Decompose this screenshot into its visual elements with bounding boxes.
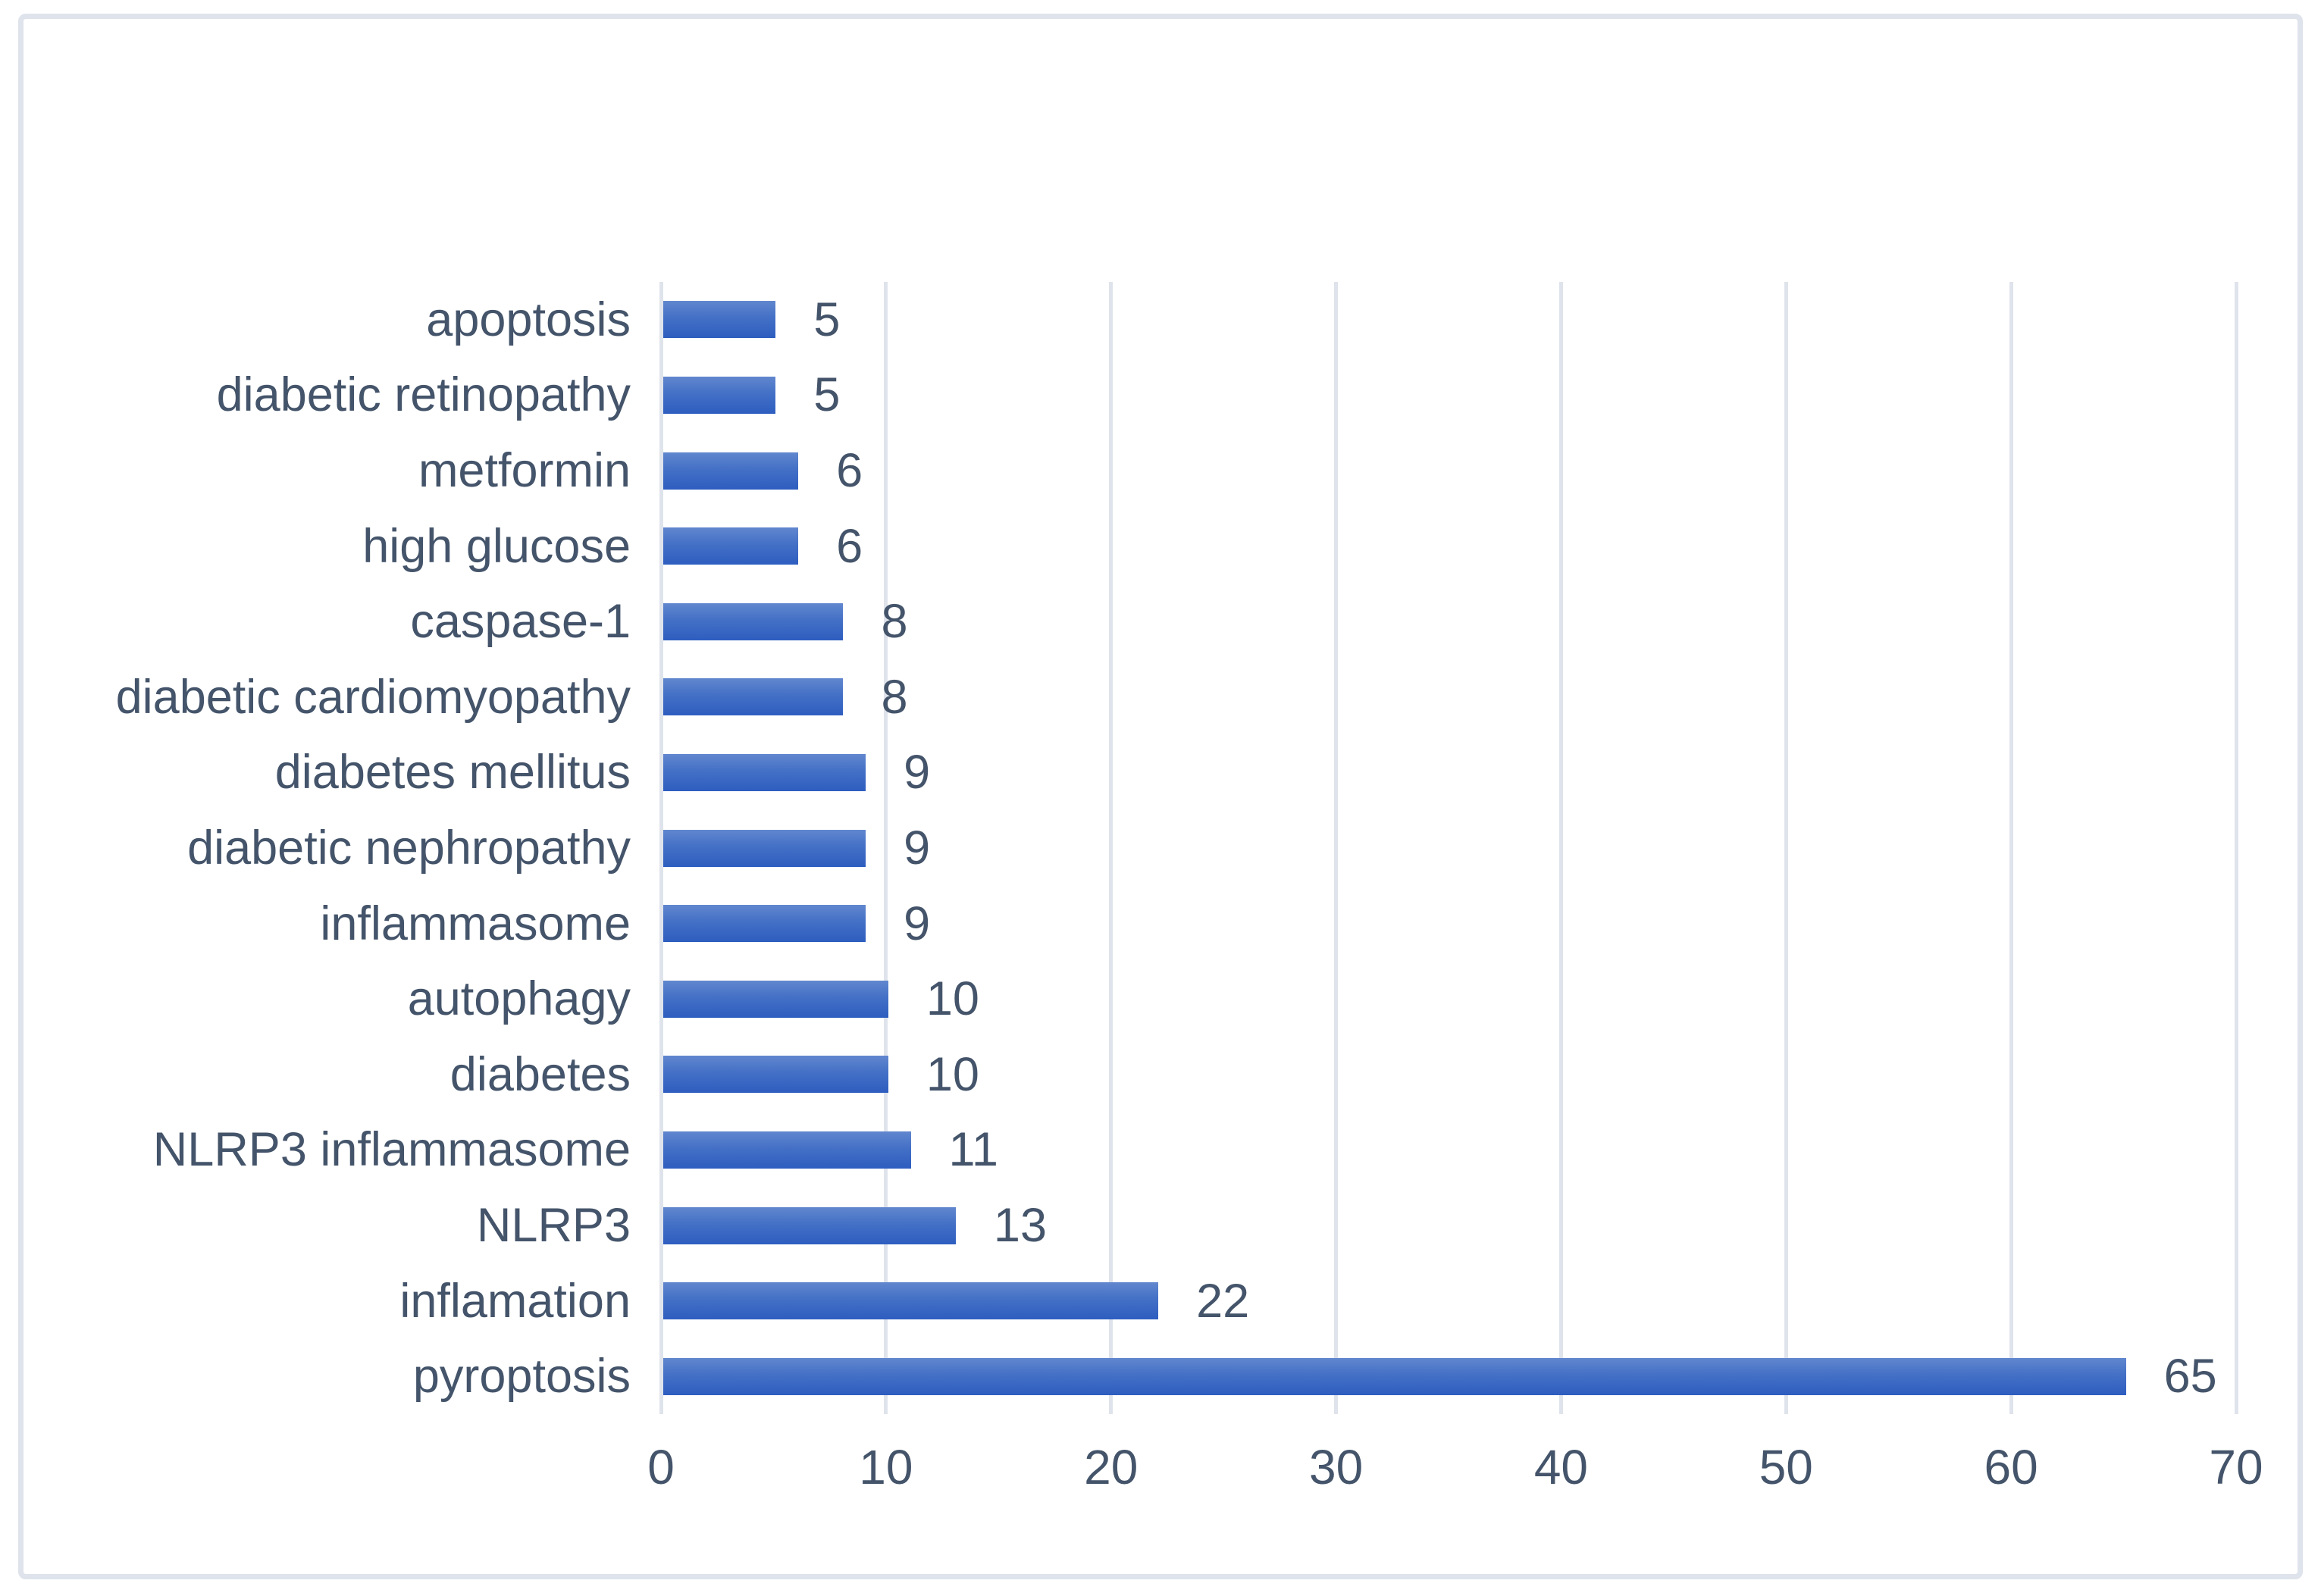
x-axis-tick-label: 50 xyxy=(1759,1440,1813,1494)
bar xyxy=(663,376,776,414)
gridline xyxy=(1334,282,1339,1414)
bar xyxy=(663,1357,2126,1395)
category-label: inflammasome xyxy=(320,897,631,950)
category-label: apoptosis xyxy=(426,293,631,346)
value-label: 13 xyxy=(993,1199,1047,1252)
bar xyxy=(663,678,844,716)
category-label: diabetic cardiomyopathy xyxy=(115,670,631,724)
value-label: 9 xyxy=(904,897,931,950)
category-label: autophagy xyxy=(407,972,631,1026)
category-label: NLRP3 xyxy=(476,1199,631,1252)
bar xyxy=(663,905,866,943)
value-label: 10 xyxy=(926,972,979,1026)
category-label: pyroptosis xyxy=(412,1350,631,1404)
bar xyxy=(663,1131,911,1169)
category-label: NLRP3 inflammasome xyxy=(152,1123,631,1177)
chart-frame xyxy=(18,14,2303,1579)
x-axis-tick-label: 40 xyxy=(1533,1440,1589,1494)
value-label: 9 xyxy=(904,746,931,800)
category-label: metformin xyxy=(418,444,631,497)
x-axis-tick-label: 0 xyxy=(647,1440,675,1494)
value-label: 22 xyxy=(1196,1274,1250,1328)
value-label: 11 xyxy=(948,1123,998,1177)
gridline xyxy=(659,282,663,1414)
value-label: 8 xyxy=(881,595,908,649)
category-label: high glucose xyxy=(362,519,631,573)
bar xyxy=(663,1206,956,1244)
value-label: 5 xyxy=(813,368,841,422)
category-label: inflamation xyxy=(399,1274,631,1328)
value-label: 10 xyxy=(926,1047,979,1101)
x-axis-tick-label: 70 xyxy=(2209,1440,2263,1494)
category-label: diabetes mellitus xyxy=(274,746,631,800)
value-label: 6 xyxy=(836,444,863,497)
bar xyxy=(663,829,866,867)
gridline xyxy=(2234,282,2238,1414)
category-label: caspase-1 xyxy=(410,595,631,649)
x-axis-tick-label: 10 xyxy=(859,1440,913,1494)
value-label: 65 xyxy=(2163,1350,2217,1404)
x-axis-tick-label: 20 xyxy=(1084,1440,1139,1494)
bar xyxy=(663,452,799,490)
bar xyxy=(663,753,866,791)
value-label: 9 xyxy=(904,821,931,875)
bar xyxy=(663,301,776,339)
bar xyxy=(663,980,888,1018)
bar xyxy=(663,527,799,565)
x-axis-tick-label: 60 xyxy=(1984,1440,2038,1494)
category-label: diabetic retinopathy xyxy=(216,368,631,422)
category-label: diabetic nephropathy xyxy=(187,821,631,875)
gridline xyxy=(1558,282,1563,1414)
value-label: 5 xyxy=(813,293,841,346)
bar xyxy=(663,1282,1159,1320)
x-axis-tick-label: 30 xyxy=(1308,1440,1364,1494)
gridline xyxy=(2009,282,2013,1414)
category-label: diabetes xyxy=(449,1047,631,1101)
value-label: 8 xyxy=(881,670,908,724)
bar xyxy=(663,602,844,640)
value-label: 6 xyxy=(836,519,863,573)
gridline xyxy=(1109,282,1114,1414)
gridline xyxy=(1784,282,1788,1414)
bar xyxy=(663,1056,888,1094)
gridline xyxy=(884,282,888,1414)
